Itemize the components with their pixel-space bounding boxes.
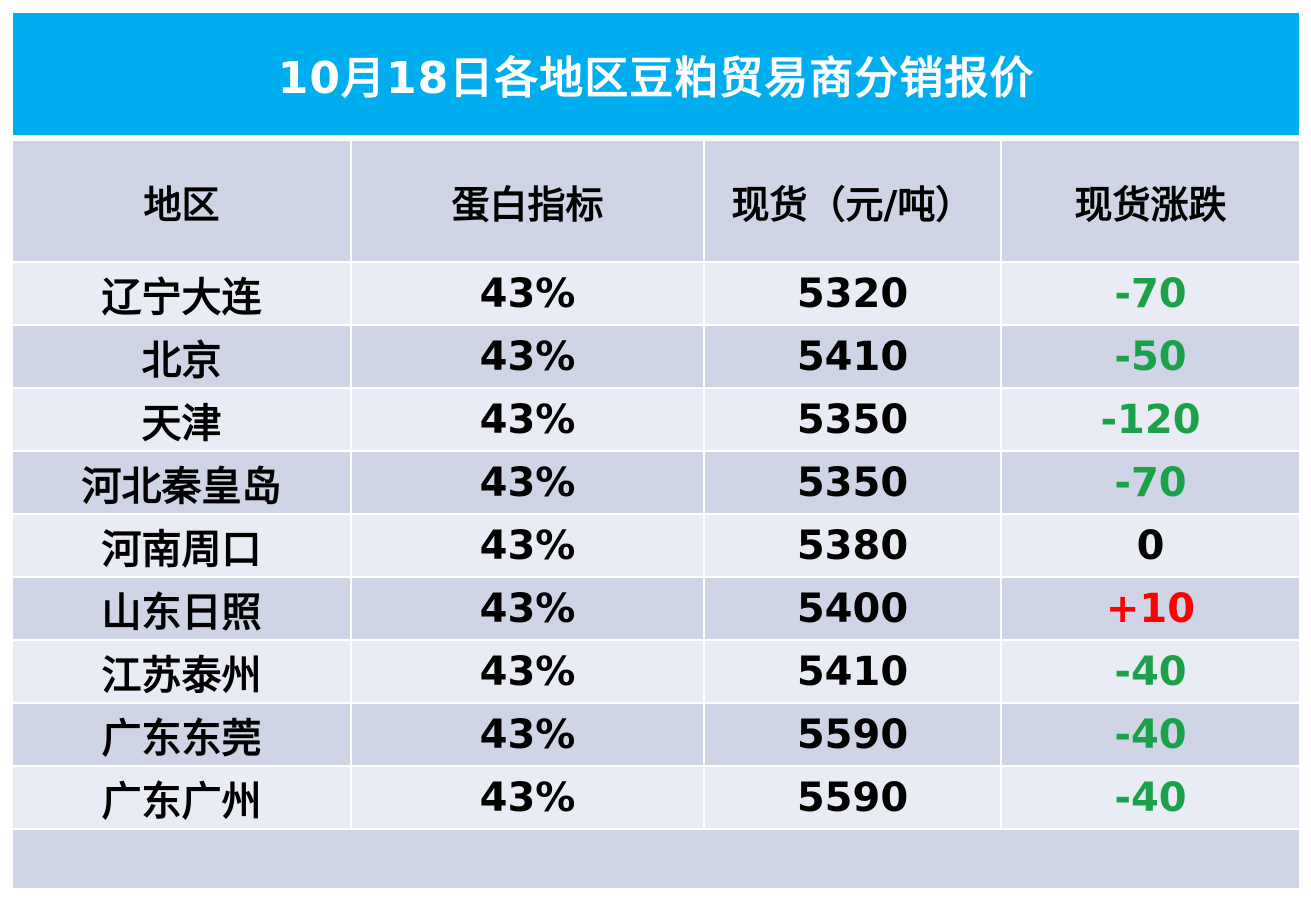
- table-row: 辽宁大连 43% 5320 -70: [13, 262, 1299, 326]
- protein-cell: 43%: [351, 451, 705, 515]
- spot-cell: 5410: [704, 640, 1002, 704]
- spot-cell: 5410: [704, 325, 1002, 389]
- protein-cell: 43%: [351, 325, 705, 389]
- change-cell: -50: [1001, 325, 1299, 389]
- region-cell: 北京: [13, 325, 352, 389]
- region-cell: 河南周口: [13, 514, 352, 578]
- table-row: 山东日照 43% 5400 +10: [13, 577, 1299, 641]
- table-footer-row: [13, 829, 1299, 890]
- header-change: 现货涨跌: [1001, 141, 1299, 263]
- change-cell: -40: [1001, 766, 1299, 830]
- spot-cell: 5350: [704, 388, 1002, 452]
- region-cell: 江苏泰州: [13, 640, 352, 704]
- table-row: 广东东莞 43% 5590 -40: [13, 703, 1299, 767]
- change-cell: -120: [1001, 388, 1299, 452]
- table-row: 江苏泰州 43% 5410 -40: [13, 640, 1299, 704]
- protein-cell: 43%: [351, 640, 705, 704]
- price-table-container: 10月18日各地区豆粕贸易商分销报价 地区 蛋白指标 现货（元/吨） 现货涨跌 …: [13, 13, 1299, 890]
- spot-cell: 5590: [704, 766, 1002, 830]
- protein-cell: 43%: [351, 514, 705, 578]
- region-cell: 广东广州: [13, 766, 352, 830]
- header-spot: 现货（元/吨）: [704, 141, 1002, 263]
- table-row: 北京 43% 5410 -50: [13, 325, 1299, 389]
- header-protein: 蛋白指标: [351, 141, 705, 263]
- change-cell: -40: [1001, 703, 1299, 767]
- region-cell: 辽宁大连: [13, 262, 352, 326]
- region-cell: 天津: [13, 388, 352, 452]
- table-title: 10月18日各地区豆粕贸易商分销报价: [13, 13, 1299, 135]
- spot-cell: 5380: [704, 514, 1002, 578]
- protein-cell: 43%: [351, 388, 705, 452]
- change-cell: -40: [1001, 640, 1299, 704]
- change-cell: 0: [1001, 514, 1299, 578]
- table-row: 天津 43% 5350 -120: [13, 388, 1299, 452]
- title-gap: [13, 135, 1299, 141]
- table-row: 广东广州 43% 5590 -40: [13, 766, 1299, 830]
- price-table: 地区 蛋白指标 现货（元/吨） 现货涨跌 辽宁大连 43% 5320 -70 北…: [13, 141, 1299, 890]
- region-cell: 河北秦皇岛: [13, 451, 352, 515]
- spot-cell: 5350: [704, 451, 1002, 515]
- spot-cell: 5320: [704, 262, 1002, 326]
- header-region: 地区: [13, 141, 352, 263]
- spot-cell: 5590: [704, 703, 1002, 767]
- region-cell: 山东日照: [13, 577, 352, 641]
- protein-cell: 43%: [351, 577, 705, 641]
- table-footer-cell: [13, 829, 1299, 890]
- spot-cell: 5400: [704, 577, 1002, 641]
- region-cell: 广东东莞: [13, 703, 352, 767]
- table-row: 河北秦皇岛 43% 5350 -70: [13, 451, 1299, 515]
- table-row: 河南周口 43% 5380 0: [13, 514, 1299, 578]
- protein-cell: 43%: [351, 262, 705, 326]
- change-cell: -70: [1001, 451, 1299, 515]
- protein-cell: 43%: [351, 766, 705, 830]
- change-cell: -70: [1001, 262, 1299, 326]
- header-row: 地区 蛋白指标 现货（元/吨） 现货涨跌: [13, 141, 1299, 263]
- protein-cell: 43%: [351, 703, 705, 767]
- change-cell: +10: [1001, 577, 1299, 641]
